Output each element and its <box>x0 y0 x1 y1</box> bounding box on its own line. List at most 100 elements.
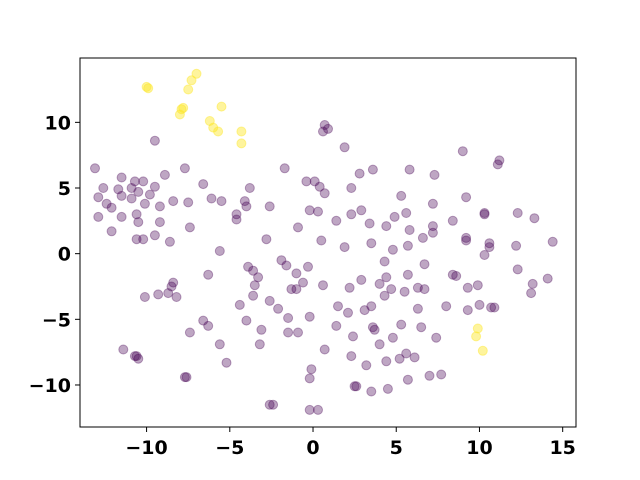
scatter-point <box>313 206 323 217</box>
scatter-point <box>129 351 140 362</box>
scatter-point <box>401 348 412 359</box>
scatter-point <box>198 315 209 326</box>
y-tick-label: 10 <box>45 112 71 134</box>
x-tick-label: −5 <box>215 437 244 459</box>
scatter-point <box>356 205 367 216</box>
scatter-point <box>319 344 330 355</box>
scatter-point <box>133 186 144 197</box>
scatter-point <box>486 302 497 313</box>
scatter-point <box>304 404 315 415</box>
scatter-point <box>429 169 440 180</box>
scatter-point <box>356 274 367 285</box>
scatter-point <box>184 327 195 338</box>
scatter-point <box>283 327 294 338</box>
scatter-point <box>213 126 224 137</box>
scatter-point <box>133 217 144 228</box>
scatter-point <box>511 240 522 251</box>
scatter-point <box>131 351 142 362</box>
scatter-point <box>427 221 438 232</box>
scatter-point <box>343 307 353 318</box>
scatter-point <box>131 209 142 220</box>
scatter-point <box>431 332 442 343</box>
scatter-point <box>323 123 333 134</box>
scatter-point <box>198 179 209 190</box>
scatter-point <box>216 101 227 112</box>
scatter-point <box>529 213 540 224</box>
scatter-point <box>283 313 294 323</box>
scatter-point <box>351 381 362 392</box>
scatter-point <box>479 209 490 220</box>
scatter-point <box>113 184 124 195</box>
scatter-point <box>214 339 225 350</box>
scatter-point <box>179 372 190 383</box>
scatter-point <box>412 282 423 293</box>
scatter-point <box>339 142 350 153</box>
scatter-point <box>153 289 164 300</box>
scatter-point <box>168 196 179 207</box>
scatter-point <box>133 353 144 364</box>
scatter-point <box>303 261 313 272</box>
scatter-point <box>364 218 375 229</box>
scatter-point <box>386 284 397 295</box>
scatter-point <box>461 192 472 203</box>
scatter-point <box>231 209 242 220</box>
scatter-point <box>389 211 400 222</box>
scatter-point <box>313 404 323 415</box>
scatter-point <box>154 201 165 212</box>
scatter-point <box>494 155 505 166</box>
scatter-point <box>204 116 215 126</box>
scatter-point <box>333 301 343 312</box>
scatter-point <box>93 211 104 222</box>
scatter-point <box>419 259 430 270</box>
scatter-point <box>214 246 225 256</box>
scatter-point <box>268 399 279 410</box>
scatter-point <box>462 305 473 316</box>
x-tick-label: 10 <box>466 437 492 459</box>
scatter-point <box>346 209 357 220</box>
scatter-point <box>154 217 165 228</box>
scatter-point <box>396 319 407 330</box>
scatter-point <box>241 201 252 212</box>
scatter-point <box>379 256 390 267</box>
scatter-point <box>90 163 100 174</box>
scatter-point <box>166 281 177 292</box>
scatter-point <box>221 357 232 368</box>
scatter-point <box>106 202 117 213</box>
scatter-point <box>231 214 242 225</box>
scatter-point <box>143 83 154 94</box>
scatter-point <box>424 370 435 381</box>
scatter-point <box>404 225 415 235</box>
scatter-point <box>427 227 438 238</box>
scatter-point <box>178 102 189 113</box>
scatter-point <box>206 193 217 204</box>
scatter-point <box>527 278 538 289</box>
scatter-point <box>379 290 390 301</box>
scatter-point <box>254 339 265 350</box>
x-tick-label: 0 <box>306 437 319 459</box>
scatter-point <box>261 234 272 245</box>
scatter-point <box>239 196 250 207</box>
scatter-point <box>404 164 415 175</box>
scatter-point <box>319 120 330 130</box>
scatter-point <box>126 183 137 193</box>
scatter-point <box>374 278 385 289</box>
scatter-point <box>318 126 328 137</box>
scatter-point <box>402 269 413 280</box>
scatter-point <box>472 323 483 334</box>
scatter-point <box>451 271 462 281</box>
scatter-point <box>457 146 468 157</box>
scatter-point <box>149 181 160 192</box>
scatter-point <box>279 163 290 174</box>
scatter-point <box>441 301 452 312</box>
scatter-point <box>309 176 320 187</box>
scatter-point <box>203 320 214 331</box>
scatter-point <box>447 269 458 280</box>
scatter-point <box>179 163 190 174</box>
scatter-point <box>339 242 350 253</box>
scatter-point <box>319 188 330 199</box>
x-axis: −10 −5 0 5 10 15 <box>125 427 576 459</box>
plot-frame <box>79 57 577 428</box>
scatter-point <box>138 176 149 187</box>
scatter-point <box>174 109 185 120</box>
